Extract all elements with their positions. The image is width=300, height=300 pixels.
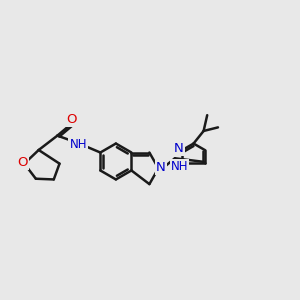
Text: O: O (17, 156, 28, 170)
Text: NH: NH (171, 160, 188, 173)
Text: O: O (66, 112, 76, 126)
Text: N: N (156, 161, 166, 174)
Text: NH: NH (69, 138, 87, 151)
Text: N: N (174, 142, 184, 155)
